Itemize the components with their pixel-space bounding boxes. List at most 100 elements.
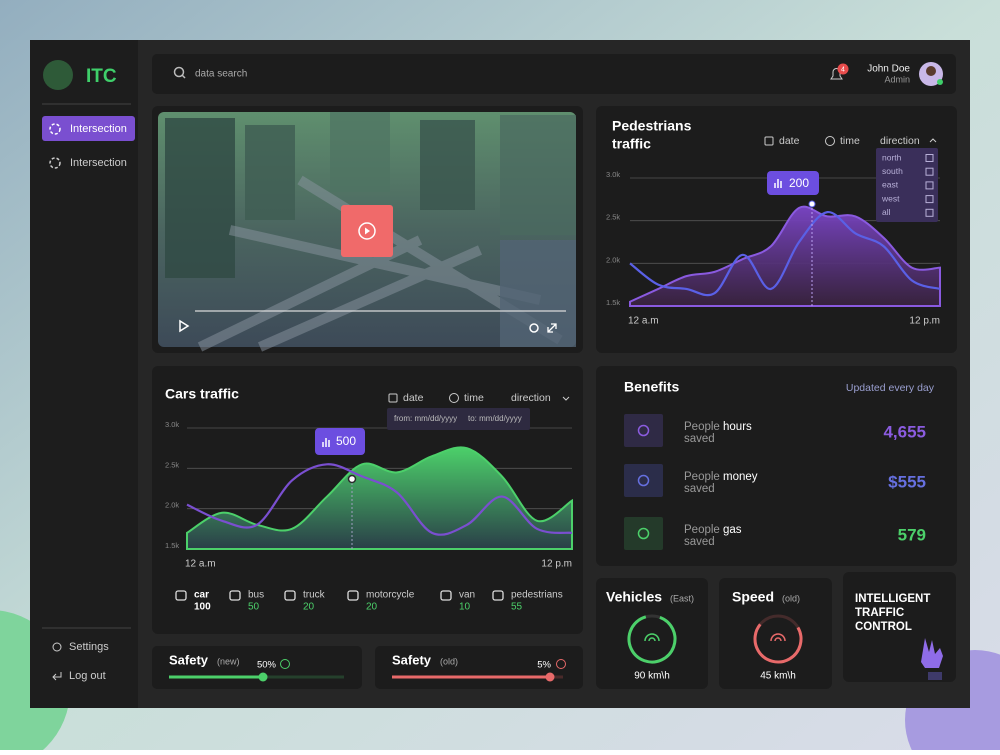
user-name: John Doe xyxy=(867,64,910,75)
itc-title: TRAFFIC xyxy=(855,607,904,619)
note: Updated every day xyxy=(846,382,935,394)
legend-count: 50 xyxy=(248,602,260,613)
search-icon xyxy=(173,66,185,78)
nav-icon xyxy=(49,157,61,169)
slider-handle[interactable] xyxy=(258,672,268,682)
marker xyxy=(347,474,357,484)
badge xyxy=(837,63,849,75)
filter[interactable]: date xyxy=(403,392,424,404)
card-title: Speed xyxy=(732,589,774,605)
nav-item[interactable]: Intersection xyxy=(70,123,127,135)
video[interactable] xyxy=(158,112,576,352)
direction-option[interactable]: north xyxy=(882,152,902,162)
y-tick-label: 1.5k xyxy=(606,298,620,307)
y-tick-label: 1.5k xyxy=(165,541,179,550)
safety-value: 50% xyxy=(257,660,277,671)
y-tick-label: 2.0k xyxy=(606,255,620,264)
direction-dropdown[interactable]: north south east west all xyxy=(876,148,938,222)
logout[interactable]: Log out xyxy=(69,670,106,682)
card-title: Cars traffic xyxy=(165,386,239,402)
card-title: Vehicles xyxy=(606,589,662,605)
date-icon xyxy=(388,393,398,403)
legend-count: 20 xyxy=(303,602,315,613)
building xyxy=(420,120,475,210)
gauge-icon xyxy=(644,633,660,642)
date-to[interactable]: to: mm/dd/yyyy xyxy=(468,414,522,423)
legend-name: car xyxy=(194,590,209,601)
filter[interactable]: time xyxy=(840,135,860,147)
reading: 45 km\h xyxy=(760,671,796,682)
topbar xyxy=(152,54,956,94)
building xyxy=(165,118,235,278)
building xyxy=(500,115,576,235)
fullscreen[interactable] xyxy=(547,323,557,333)
checkbox[interactable] xyxy=(925,208,934,217)
face-icon xyxy=(280,659,290,669)
tooltip-icon xyxy=(774,179,782,188)
benefit-icon xyxy=(624,464,663,497)
building xyxy=(500,240,576,347)
filter[interactable]: direction xyxy=(511,392,551,404)
filter[interactable]: time xyxy=(464,392,484,404)
tooltip-icon xyxy=(322,438,330,447)
face-icon xyxy=(556,659,566,669)
benefit-suffix: saved xyxy=(684,483,715,495)
search-input[interactable]: data search xyxy=(195,69,247,80)
benefit-suffix: saved xyxy=(684,433,715,445)
nav-active[interactable] xyxy=(42,116,135,141)
benefit-label: People hours xyxy=(684,421,752,433)
hand-icon xyxy=(928,672,942,680)
benefit-label: People money xyxy=(684,471,758,483)
date-range[interactable] xyxy=(387,408,530,430)
logout-icon xyxy=(52,672,62,681)
benefit-icon xyxy=(624,517,663,550)
qualifier: (old) xyxy=(782,593,800,603)
nav-item[interactable]: Intersection xyxy=(70,157,127,169)
building xyxy=(330,112,390,192)
play-control[interactable] xyxy=(179,319,190,333)
checkbox[interactable] xyxy=(925,195,934,204)
cars-chart: 1.5k 2.0k 2.5k 3.0k 12 a.m 12 p.m xyxy=(165,420,573,570)
checkbox[interactable] xyxy=(925,181,934,190)
legend-icon xyxy=(175,590,187,601)
nav-icon xyxy=(49,123,61,135)
benefit-icon xyxy=(637,527,650,540)
itc-title: CONTROL xyxy=(855,621,912,633)
direction-option[interactable]: east xyxy=(882,180,899,190)
checkbox[interactable] xyxy=(925,154,934,162)
line xyxy=(629,211,941,297)
benefit-key: hours xyxy=(723,421,752,433)
filter[interactable]: date xyxy=(779,135,800,147)
benefit-icon xyxy=(624,414,663,447)
legend-name: van xyxy=(459,590,475,601)
gauge xyxy=(753,614,803,664)
date-icon xyxy=(764,136,774,146)
date-from[interactable]: from: mm/dd/yyyy xyxy=(394,414,457,423)
x-label: 12 a.m xyxy=(185,559,216,570)
area xyxy=(629,205,941,307)
qualifier: (new) xyxy=(217,656,240,666)
settings-control[interactable] xyxy=(529,323,539,333)
checkbox[interactable] xyxy=(925,167,934,176)
play-icon xyxy=(365,227,370,235)
gauge-icon xyxy=(770,633,786,642)
legend-count: 55 xyxy=(511,602,523,613)
legend-icon xyxy=(492,590,504,601)
y-tick-label: 3.0k xyxy=(606,170,620,179)
legend: car100bus50truck20motorcycle20van10pedes… xyxy=(175,590,563,613)
benefit-suffix: saved xyxy=(684,536,715,548)
hand-icon xyxy=(921,638,943,668)
filter[interactable]: direction xyxy=(880,135,920,147)
chevron xyxy=(562,396,570,401)
benefit-value: 579 xyxy=(898,525,926,544)
speed-card xyxy=(719,578,832,689)
slider-handle[interactable] xyxy=(545,672,555,682)
bell[interactable] xyxy=(830,68,843,80)
direction-option[interactable]: west xyxy=(881,193,900,203)
direction-option[interactable]: all xyxy=(882,207,891,217)
safety-title: Safety xyxy=(392,652,432,667)
benefit-prefix: People xyxy=(684,524,720,536)
settings[interactable]: Settings xyxy=(69,641,109,653)
direction-option[interactable]: south xyxy=(882,166,903,176)
y-tick-label: 2.5k xyxy=(606,213,620,222)
